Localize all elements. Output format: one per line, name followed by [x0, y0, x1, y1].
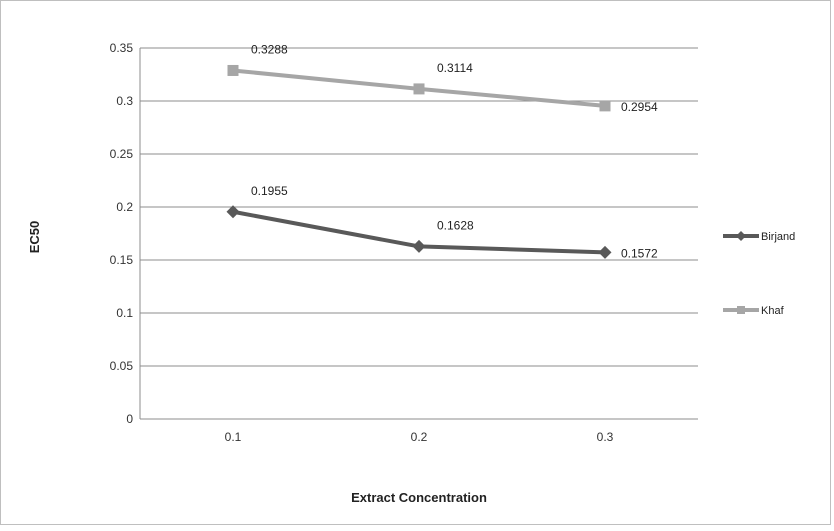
data-label-birjand: 0.1955 — [251, 184, 288, 198]
legend-marker — [737, 306, 745, 314]
data-label-khaf: 0.3114 — [437, 61, 473, 75]
data-point-birjand — [598, 245, 612, 259]
y-axis-title: EC50 — [27, 221, 42, 254]
data-label-khaf: 0.2954 — [621, 100, 658, 114]
data-labels: 0.1955 0.1628 0.1572 0.3288 0.3114 0.2954 — [251, 42, 658, 260]
gridlines — [139, 47, 698, 420]
x-axis-ticks: 0.1 0.2 0.3 — [225, 430, 614, 444]
data-point-khaf — [599, 100, 611, 112]
data-label-khaf: 0.3288 — [251, 42, 288, 56]
x-tick-label: 0.2 — [411, 430, 428, 444]
x-tick-label: 0.3 — [597, 430, 614, 444]
legend-marker — [736, 231, 746, 241]
data-point-khaf — [227, 64, 239, 76]
y-tick-label: 0.25 — [110, 147, 134, 161]
data-label-birjand: 0.1628 — [437, 218, 474, 232]
y-tick-label: 0.1 — [116, 306, 133, 320]
data-point-birjand — [412, 239, 426, 253]
y-tick-label: 0.15 — [110, 253, 134, 267]
legend-label-birjand: Birjand — [761, 231, 795, 243]
x-axis-title: Extract Concentration — [351, 490, 487, 505]
y-tick-label: 0 — [126, 412, 133, 426]
y-axis-ticks: 0 0.05 0.1 0.15 0.2 0.25 0.3 0.35 — [110, 41, 134, 426]
data-label-birjand: 0.1572 — [621, 246, 658, 260]
legend-label-khaf: Khaf — [761, 305, 785, 317]
y-tick-label: 0.2 — [116, 200, 133, 214]
y-tick-label: 0.05 — [110, 359, 134, 373]
series-group — [226, 64, 612, 259]
legend: Birjand Khaf — [723, 231, 795, 317]
x-tick-label: 0.1 — [225, 430, 242, 444]
data-point-khaf — [413, 83, 425, 95]
y-tick-label: 0.35 — [110, 41, 134, 55]
y-tick-label: 0.3 — [116, 94, 133, 108]
data-point-birjand — [226, 205, 240, 219]
